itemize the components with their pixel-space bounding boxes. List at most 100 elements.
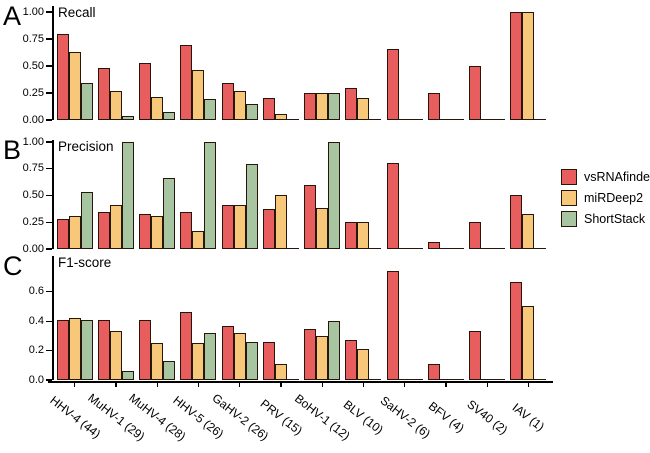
bar-vsRNAfinder-PRV (15) (262, 209, 275, 249)
zero-bar-ShortStack-IAV (1) (534, 247, 547, 249)
bar-vsRNAfinder-BFV (4) (427, 242, 440, 249)
bar-vsRNAfinder-MuHV-4 (28) (139, 214, 152, 249)
x-tick (321, 383, 323, 387)
bar-vsRNAfinder-SaHV-2 (6) (386, 271, 399, 380)
bar-miRDeep2-BLV (10) (357, 349, 370, 380)
zero-bar-ShortStack-SaHV-2 (6) (410, 118, 423, 120)
bar-ShortStack-BoHV-1 (12) (328, 321, 341, 380)
y-tick (46, 92, 52, 94)
bar-ShortStack-HHV-5 (26) (204, 333, 217, 380)
bar-vsRNAfinder-GaHV-2 (26) (221, 326, 234, 380)
y-tick (46, 248, 52, 250)
zero-bar-ShortStack-SaHV-2 (6) (410, 378, 423, 380)
legend-swatch-shortstack (561, 211, 577, 227)
bar-ShortStack-GaHV-2 (26) (245, 164, 258, 249)
bar-ShortStack-MuHV-4 (28) (163, 112, 176, 120)
zero-bar-miRDeep2-BFV (4) (439, 118, 452, 120)
bar-vsRNAfinder-HHV-4 (44) (56, 219, 69, 249)
bar-miRDeep2-BoHV-1 (12) (316, 93, 329, 120)
bar-vsRNAfinder-SV40 (2) (469, 222, 482, 249)
y-tick-label: 1.00 (22, 5, 44, 18)
bar-vsRNAfinder-MuHV-1 (29) (97, 212, 110, 249)
y-tick (46, 291, 52, 293)
y-tick-label: 0.75 (22, 32, 44, 45)
bar-miRDeep2-PRV (15) (274, 364, 287, 380)
bar-ShortStack-GaHV-2 (26) (245, 104, 258, 120)
bar-ShortStack-BoHV-1 (12) (328, 142, 341, 249)
bar-vsRNAfinder-HHV-4 (44) (56, 320, 69, 380)
legend-label-vsrnafinder: vsRNAfinder (584, 169, 650, 184)
x-tick-label: SaHV-2 (6) (377, 393, 433, 441)
bar-miRDeep2-IAV (1) (522, 214, 535, 249)
zero-bar-ShortStack-SV40 (2) (493, 247, 506, 249)
bar-vsRNAfinder-BLV (10) (345, 88, 358, 120)
bar-miRDeep2-HHV-5 (26) (192, 70, 205, 120)
zero-bar-ShortStack-BFV (4) (451, 378, 464, 380)
bar-miRDeep2-BoHV-1 (12) (316, 336, 329, 380)
bar-miRDeep2-BLV (10) (357, 222, 370, 249)
bar-miRDeep2-MuHV-1 (29) (109, 205, 122, 249)
legend-swatch-mirdeep2 (561, 190, 577, 206)
bar-miRDeep2-MuHV-4 (28) (151, 97, 164, 120)
bar-vsRNAfinder-SaHV-2 (6) (386, 163, 399, 249)
bar-vsRNAfinder-MuHV-1 (29) (97, 320, 110, 380)
y-tick (46, 320, 52, 322)
bar-miRDeep2-IAV (1) (522, 12, 535, 120)
y-tick-label: 0.00 (22, 242, 44, 255)
bar-ShortStack-MuHV-4 (28) (163, 361, 176, 380)
panel-letter-a: A (3, 1, 22, 31)
legend-label-shortstack: ShortStack (584, 211, 646, 226)
panel-title-recall: Recall (58, 5, 96, 20)
bar-vsRNAfinder-BoHV-1 (12) (304, 185, 317, 249)
y-tick (46, 11, 52, 13)
zero-bar-miRDeep2-SaHV-2 (6) (398, 378, 411, 380)
bar-miRDeep2-MuHV-1 (29) (109, 91, 122, 120)
bar-miRDeep2-PRV (15) (274, 114, 287, 120)
bar-miRDeep2-IAV (1) (522, 306, 535, 380)
y-tick-label: 1.00 (22, 135, 44, 148)
zero-bar-ShortStack-BFV (4) (451, 118, 464, 120)
x-tick-label: BoHV-1 (12) (292, 391, 353, 443)
bar-ShortStack-GaHV-2 (26) (245, 342, 258, 380)
bar-vsRNAfinder-IAV (1) (510, 12, 523, 120)
bar-miRDeep2-HHV-4 (44) (68, 216, 81, 249)
y-axis-c (52, 256, 54, 380)
bar-miRDeep2-BLV (10) (357, 98, 370, 120)
zero-bar-ShortStack-BLV (10) (369, 118, 382, 120)
bar-vsRNAfinder-BFV (4) (427, 93, 440, 120)
zero-bar-miRDeep2-BFV (4) (439, 247, 452, 249)
bar-vsRNAfinder-PRV (15) (262, 342, 275, 380)
y-tick (46, 38, 52, 40)
bar-miRDeep2-GaHV-2 (26) (233, 91, 246, 120)
zero-bar-ShortStack-BLV (10) (369, 247, 382, 249)
bar-miRDeep2-GaHV-2 (26) (233, 333, 246, 380)
zero-bar-miRDeep2-SV40 (2) (481, 118, 494, 120)
zero-bar-ShortStack-IAV (1) (534, 118, 547, 120)
y-tick-label: 0.6 (28, 285, 44, 298)
bar-ShortStack-BoHV-1 (12) (328, 93, 341, 120)
y-tick (46, 350, 52, 352)
bar-ShortStack-HHV-4 (44) (80, 192, 93, 249)
x-tick (362, 383, 365, 387)
bar-miRDeep2-HHV-5 (26) (192, 231, 205, 249)
x-tick (156, 383, 158, 387)
bar-vsRNAfinder-PRV (15) (262, 98, 275, 120)
y-tick (46, 379, 52, 381)
bar-ShortStack-HHV-5 (26) (204, 99, 217, 120)
bar-miRDeep2-GaHV-2 (26) (233, 205, 246, 249)
bar-vsRNAfinder-HHV-5 (26) (180, 45, 193, 120)
bar-vsRNAfinder-GaHV-2 (26) (221, 83, 234, 120)
bar-ShortStack-HHV-5 (26) (204, 142, 217, 249)
bar-vsRNAfinder-IAV (1) (510, 282, 523, 380)
legend-item-vsrnafinder: vsRNAfinder (561, 169, 650, 185)
bar-vsRNAfinder-HHV-4 (44) (56, 34, 69, 120)
y-tick (46, 65, 52, 67)
zero-bar-ShortStack-PRV (15) (286, 118, 299, 120)
y-tick-label: 0.25 (22, 215, 44, 228)
bar-ShortStack-HHV-4 (44) (80, 83, 93, 120)
bar-miRDeep2-HHV-4 (44) (68, 318, 81, 380)
zero-bar-miRDeep2-SaHV-2 (6) (398, 247, 411, 249)
y-tick-label: 0.25 (22, 86, 44, 99)
bar-vsRNAfinder-IAV (1) (510, 195, 523, 249)
panel-letter-b: B (3, 135, 22, 165)
